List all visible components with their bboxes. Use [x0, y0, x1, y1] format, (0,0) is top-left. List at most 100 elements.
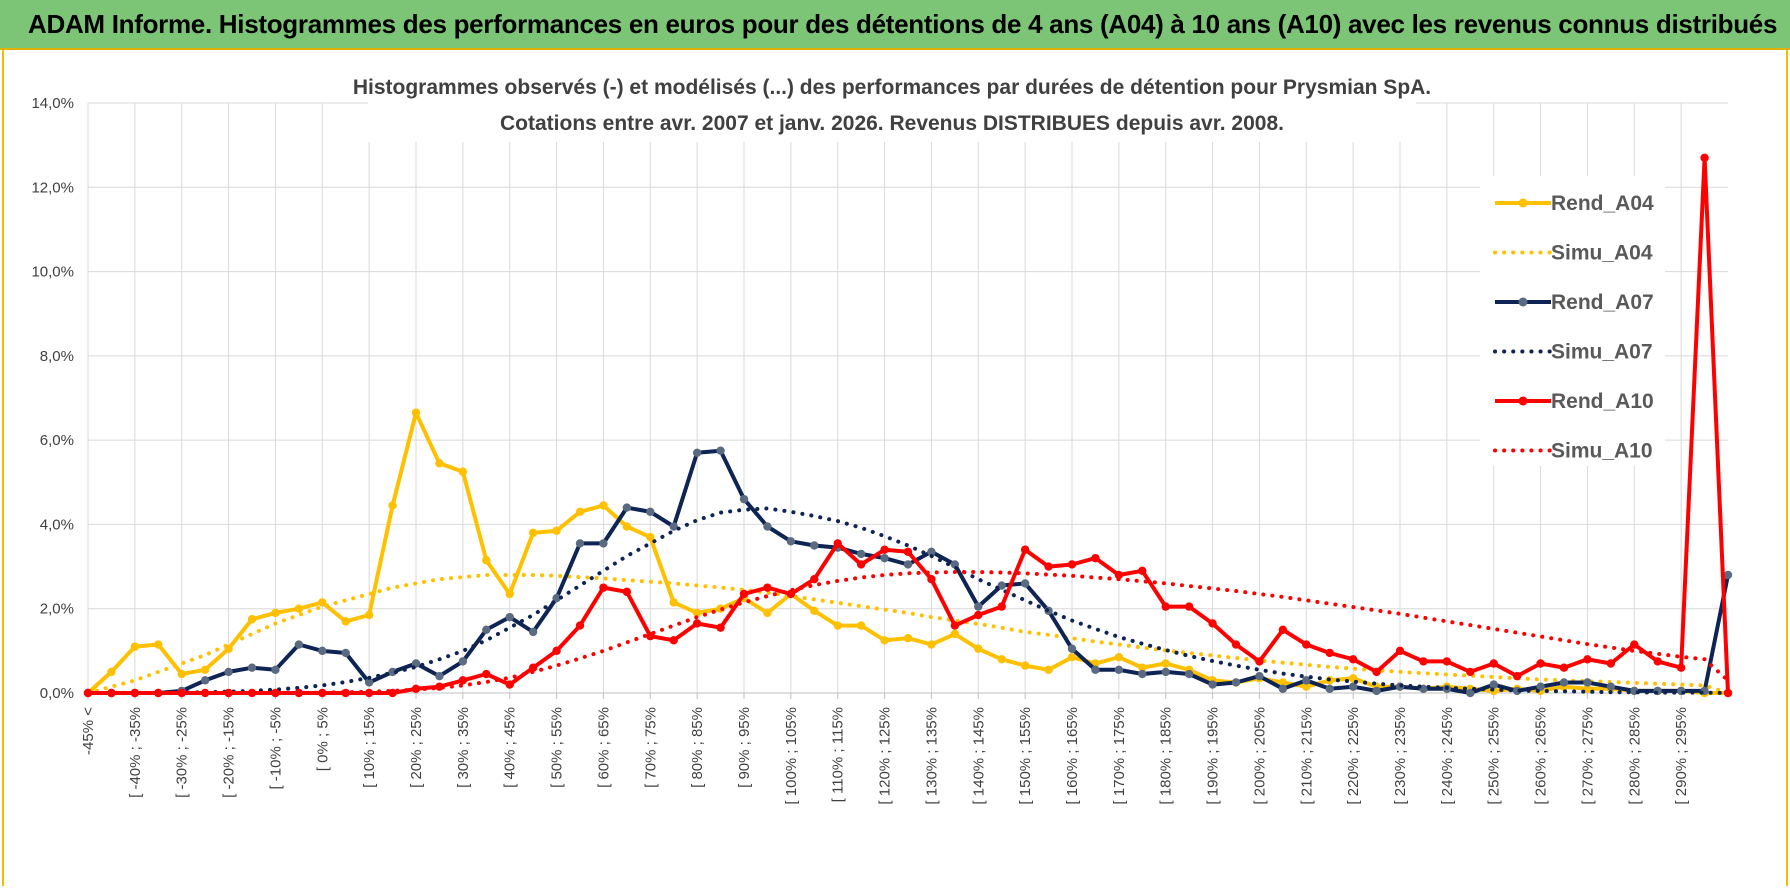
data-point	[1161, 602, 1170, 611]
x-tick-label: [ 230% ; 235%	[1392, 707, 1409, 805]
x-tick-label: [ 210% ; 215%	[1298, 707, 1315, 805]
data-point	[1372, 667, 1381, 677]
data-point	[950, 629, 960, 639]
data-point	[646, 532, 655, 542]
legend-item: Simu_A07	[1493, 341, 1653, 364]
data-point	[622, 587, 632, 597]
data-point	[1044, 562, 1053, 571]
legend-label: Simu_A10	[1551, 440, 1653, 463]
data-point	[1676, 663, 1686, 672]
data-point	[1091, 665, 1100, 675]
data-point	[1091, 553, 1100, 563]
x-tick-label: [ 270% ; 275%	[1579, 707, 1596, 805]
x-tick-label: [ 20% ; 25%	[408, 707, 425, 788]
data-point	[1020, 545, 1030, 554]
data-point	[505, 612, 514, 622]
legend-label: Simu_A04	[1551, 242, 1653, 265]
data-point	[1138, 663, 1147, 672]
series-line	[86, 573, 1730, 695]
data-point	[1489, 659, 1498, 668]
y-tick-label: 14,0%	[31, 95, 74, 112]
data-point	[388, 501, 397, 510]
data-point	[1395, 646, 1405, 656]
x-tick-label: [ 120% ; 125%	[877, 707, 894, 805]
data-point	[1067, 560, 1077, 569]
data-point	[1231, 640, 1241, 649]
data-point	[247, 663, 257, 672]
data-point	[1255, 671, 1264, 681]
data-point	[318, 646, 327, 656]
title-background	[368, 66, 1416, 142]
data-point	[528, 627, 538, 637]
data-point	[341, 648, 350, 658]
data-point	[294, 640, 304, 649]
data-point	[482, 669, 491, 679]
data-point	[646, 507, 655, 516]
data-point	[1325, 648, 1334, 658]
chart-title: Histogrammes observés (-) et modélisés (…	[353, 66, 1431, 142]
data-point	[1020, 579, 1030, 588]
data-point	[856, 621, 866, 630]
x-tick-label: [ 110% ; 115%	[830, 707, 847, 802]
legend-item: Simu_A10	[1493, 440, 1653, 463]
x-tick-label: [ 130% ; 135%	[923, 707, 940, 805]
x-tick-label: [ 90% ; 95%	[736, 707, 753, 788]
data-point	[903, 547, 913, 557]
y-tick-label: 10,0%	[31, 264, 74, 281]
series-simu-a10	[86, 570, 1730, 695]
data-point	[1700, 153, 1709, 162]
legend-label: Rend_A04	[1551, 192, 1654, 215]
x-tick-label: [ 70% ; 75%	[642, 707, 659, 788]
data-point	[810, 541, 819, 550]
data-point	[107, 688, 116, 698]
data-point	[1466, 688, 1475, 698]
data-point	[716, 623, 725, 632]
data-point	[1606, 659, 1616, 668]
data-point	[1512, 671, 1522, 681]
data-point	[1231, 678, 1241, 687]
data-point	[927, 640, 936, 649]
data-point	[786, 537, 796, 546]
data-point	[552, 646, 561, 656]
banner: ADAM Informe. Histogrammes des performan…	[0, 0, 1790, 50]
x-tick-label: [ -10% ; -5%	[267, 707, 284, 790]
data-point	[763, 522, 772, 531]
data-point	[1723, 570, 1733, 580]
data-point	[1606, 682, 1616, 691]
data-point	[1583, 678, 1592, 687]
data-point	[528, 528, 538, 538]
x-tick-label: [ 170% ; 175%	[1111, 707, 1128, 805]
legend-label: Rend_A10	[1551, 390, 1654, 413]
data-point	[692, 619, 702, 628]
data-point	[880, 553, 889, 563]
y-tick-label: 8,0%	[40, 348, 74, 365]
data-point	[927, 547, 936, 557]
data-point	[950, 621, 960, 630]
data-point	[1208, 680, 1217, 689]
data-point	[622, 503, 632, 512]
data-point	[997, 581, 1006, 590]
y-axis: 0,0% 2,0% 4,0% 6,0% 8,0% 10,0% 12,0% 14,0%	[31, 95, 74, 702]
x-tick-label: [ 80% ; 85%	[689, 707, 706, 788]
x-tick-label: [ 10% ; 15%	[361, 707, 378, 788]
legend-background	[1480, 176, 1665, 466]
chart-title-line2: Cotations entre avr. 2007 et janv. 2026.…	[500, 112, 1284, 135]
data-point	[341, 617, 350, 626]
data-point	[622, 522, 632, 531]
data-point	[1302, 676, 1311, 685]
data-point	[1419, 657, 1428, 666]
data-point	[1442, 657, 1452, 666]
data-point	[599, 583, 608, 592]
data-point	[1536, 659, 1545, 668]
data-point	[388, 667, 397, 677]
data-point	[200, 676, 210, 685]
data-point	[177, 669, 186, 679]
x-tick-label: [ 260% ; 265%	[1533, 707, 1550, 805]
data-point	[505, 589, 514, 599]
data-point	[177, 688, 186, 698]
series-line	[86, 570, 1730, 695]
data-point	[318, 598, 327, 607]
data-point	[763, 608, 772, 618]
x-tick-label: [ 190% ; 195%	[1205, 707, 1222, 805]
data-point	[716, 446, 725, 455]
